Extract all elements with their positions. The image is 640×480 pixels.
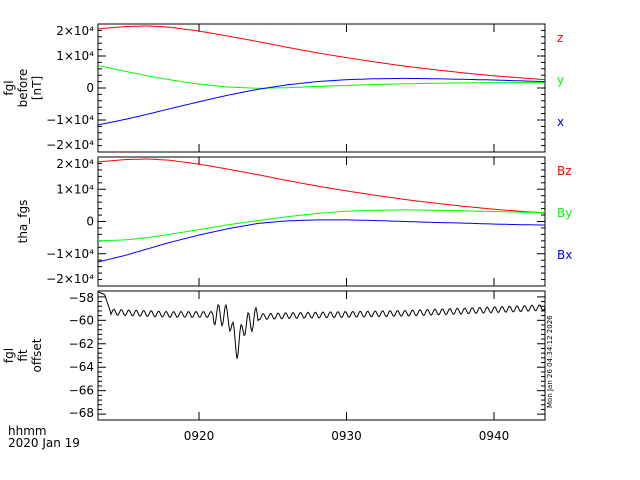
legend-label-By: By: [557, 206, 572, 220]
panel-frame: [97, 290, 546, 421]
y-tick-label: −68: [69, 406, 94, 420]
legend-label-x: x: [557, 115, 564, 129]
y-axis-label: [nT]: [30, 76, 44, 100]
y-tick-label: −2×10⁴: [46, 272, 94, 286]
y-axis-label: offset: [30, 338, 44, 372]
legend-label-z: z: [557, 31, 563, 45]
y-tick-label: 0: [86, 81, 94, 95]
y-tick-label: −60: [69, 313, 94, 327]
y-tick-label: 2×10⁴: [56, 24, 94, 38]
time-axis-caption: hhmm 2020 Jan 19: [8, 425, 80, 449]
panel-frame: [97, 23, 546, 153]
y-tick-label: −1×10⁴: [46, 113, 94, 127]
y-axis-label: fgl: [2, 80, 16, 95]
x-tick-label: 0940: [479, 429, 510, 443]
legend-label-Bx: Bx: [557, 248, 572, 262]
x-tick-label: 0930: [331, 429, 362, 443]
timestamp-label: Mon Jan 26 04:34:12 2026: [546, 315, 554, 408]
series-line-By: [98, 209, 546, 242]
panel-frame: [97, 156, 546, 287]
y-axis-label: before: [16, 69, 30, 108]
series-line-x: [97, 77, 545, 126]
y-axis-label: fit: [16, 349, 30, 362]
y-tick-label: −62: [69, 337, 94, 351]
y-axis-label: tha_fgs: [16, 200, 30, 244]
y-tick-label: −2×10⁴: [46, 138, 94, 152]
y-tick-label: 1×10⁴: [56, 49, 94, 63]
y-tick-label: −1×10⁴: [46, 247, 94, 261]
y-tick-label: −66: [69, 384, 94, 398]
series-line-Bz: [98, 158, 546, 214]
y-tick-label: 2×10⁴: [56, 157, 94, 171]
y-tick-label: −64: [69, 360, 94, 374]
y-tick-label: 1×10⁴: [56, 182, 94, 196]
date-label: 2020 Jan 19: [8, 436, 80, 450]
y-tick-label: −58: [69, 291, 94, 305]
series-line-z: [98, 25, 545, 81]
time-unit-label: hhmm: [8, 424, 47, 438]
series-line-offset: [97, 291, 546, 359]
series-line-y: [97, 65, 545, 89]
y-axis-label: fgl: [2, 348, 16, 363]
legend-label-y: y: [557, 73, 564, 87]
y-tick-label: 0: [86, 215, 94, 229]
x-tick-label: 0920: [184, 429, 215, 443]
legend-label-Bz: Bz: [557, 164, 572, 178]
series-line-Bx: [97, 219, 545, 263]
